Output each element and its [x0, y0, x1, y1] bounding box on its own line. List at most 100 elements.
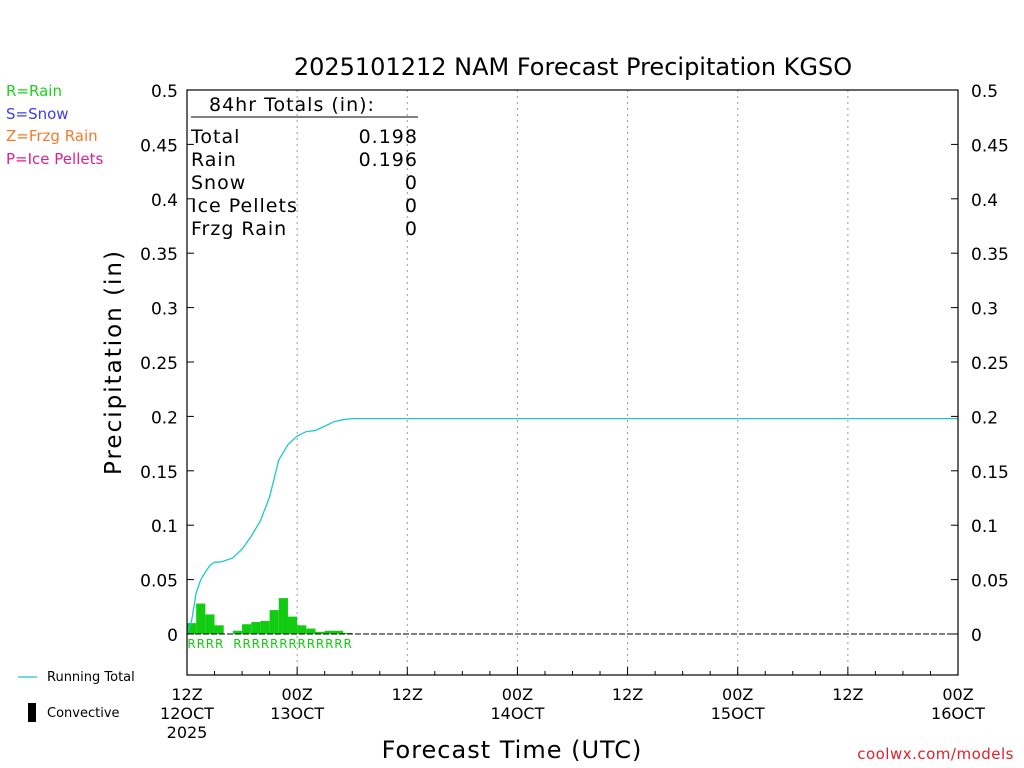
- y-tick-label: 0.15: [971, 463, 1009, 483]
- y-tick-label: 0.25: [971, 354, 1009, 374]
- y-tick-label: 0.45: [971, 136, 1009, 156]
- totals-row-label: Rain: [191, 149, 237, 171]
- y-axis-label: Precipitation (in): [101, 249, 127, 475]
- y-tick-label: 0.25: [140, 354, 178, 374]
- legend-ice-pellets: P=Ice Pellets: [6, 150, 104, 168]
- totals-row-label: Snow: [191, 172, 246, 194]
- x-tick-label: 12Z: [832, 685, 863, 704]
- y-tick-label: 0.4: [151, 191, 178, 211]
- x-tick-label: 14OCT: [490, 704, 544, 723]
- x-tick-label: 00Z: [281, 685, 312, 704]
- precip-bar: [269, 610, 279, 634]
- y-tick-label: 0.05: [971, 572, 1009, 592]
- y-tick-label: 0.2: [971, 408, 998, 428]
- precip-bar: [324, 630, 334, 634]
- y-tick-label: 0.3: [151, 300, 178, 320]
- precip-bar: [287, 616, 298, 634]
- totals-row-value: 0: [405, 218, 418, 240]
- precip-type-label: R: [242, 637, 250, 651]
- y-tick-label: 0: [971, 626, 982, 646]
- y-tick-label: 0.1: [971, 517, 998, 537]
- y-tick-label: 0.4: [971, 191, 998, 211]
- y-tick-label: 0.45: [140, 136, 178, 156]
- totals-row-value: 0: [405, 195, 418, 217]
- totals-row-value: 0.196: [359, 149, 418, 171]
- running-total-legend-label: Running Total: [47, 670, 135, 685]
- x-tick-label: 13OCT: [270, 704, 324, 723]
- totals-row-value: 0.198: [359, 126, 418, 148]
- precip-bar: [260, 620, 270, 634]
- y-tick-label: 0.2: [151, 408, 178, 428]
- plot-frame: [186, 89, 959, 676]
- precip-bar: [214, 625, 224, 634]
- x-tick-label: 16OCT: [931, 704, 985, 723]
- totals-row-value: 0: [405, 172, 418, 194]
- site-credit: coolwx.com/models: [857, 745, 1014, 763]
- y-axis-right: 0.5 0.45 0.4 0.35 0.3 0.25 0.2 0.15 0.1 0.05 0: [951, 82, 1009, 646]
- totals-row-label: Ice Pellets: [191, 195, 298, 217]
- convective-legend-swatch: [28, 703, 36, 722]
- precip-bar: [187, 623, 197, 634]
- precip-type-label: R: [307, 637, 315, 651]
- precip-bar: [343, 632, 353, 634]
- legend-frzg-rain: Z=Frzg Rain: [6, 127, 98, 145]
- y-tick-label: 0.15: [140, 463, 178, 483]
- y-tick-label: 0.1: [151, 517, 178, 537]
- x-tick-label: 00Z: [722, 685, 753, 704]
- precip-bar: [242, 624, 252, 634]
- convective-legend-label: Convective: [47, 706, 120, 721]
- precip-bar: [306, 628, 316, 634]
- precip-type-label: R: [252, 637, 260, 651]
- running-total-line: [186, 417, 958, 635]
- y-tick-label: 0.3: [971, 300, 998, 320]
- y-tick-label: 0.05: [140, 572, 178, 592]
- y-tick-label: 0.35: [971, 245, 1009, 265]
- precip-type-label: R: [197, 637, 205, 651]
- x-tick-label: 00Z: [942, 685, 973, 704]
- precip-type-label: R: [215, 637, 223, 651]
- x-tick-label: 12Z: [171, 685, 202, 704]
- y-axis-left: 0.5 0.45 0.4 0.35 0.3 0.25 0.2 0.15 0.1 0.05 0: [140, 82, 194, 646]
- precip-type-label: R: [298, 637, 306, 651]
- precip-bar: [251, 622, 261, 634]
- x-tick-label: 12OCT: [160, 704, 214, 723]
- y-tick-label: 0.5: [151, 82, 178, 102]
- totals-row-label: Total: [190, 126, 240, 148]
- precip-type-label: R: [325, 637, 333, 651]
- x-axis-label: Forecast Time (UTC): [382, 736, 643, 764]
- precip-bar: [333, 630, 344, 634]
- y-tick-label: 0: [167, 626, 178, 646]
- precip-type-label: R: [233, 637, 241, 651]
- precip-bar: [315, 631, 325, 634]
- precip-bar: [196, 603, 206, 634]
- precip-type-label: R: [270, 637, 278, 651]
- x-tick-label: 15OCT: [711, 704, 765, 723]
- precip-type-label: R: [261, 637, 269, 651]
- precip-bar: [232, 630, 243, 634]
- precip-bar: [297, 625, 307, 634]
- chart-title: 2025101212 NAM Forecast Precipitation KG…: [294, 53, 852, 81]
- legend-snow: S=Snow: [6, 105, 69, 123]
- y-tick-label: 0.35: [140, 245, 178, 265]
- precip-type-label: R: [279, 637, 287, 651]
- vertical-grid: [296, 90, 849, 675]
- y-tick-label: 0.5: [971, 82, 998, 102]
- precip-bar: [205, 614, 215, 634]
- x-tick-label: 00Z: [502, 685, 533, 704]
- precip-bar: [278, 598, 288, 634]
- precip-type-label: R: [334, 637, 342, 651]
- x-tick-label: 12Z: [392, 685, 423, 704]
- precip-type-label: R: [206, 637, 214, 651]
- legend-rain: R=Rain: [6, 82, 62, 100]
- precip-bars: [187, 598, 353, 634]
- totals-row-label: Frzg Rain: [191, 218, 287, 240]
- precip-type-label: R: [187, 637, 195, 651]
- totals-title: 84hr Totals (in):: [209, 94, 375, 116]
- x-tick-label: 2025: [167, 723, 208, 742]
- precip-type-label: R: [288, 637, 296, 651]
- precip-type-label: R: [343, 637, 351, 651]
- x-tick-label: 12Z: [612, 685, 643, 704]
